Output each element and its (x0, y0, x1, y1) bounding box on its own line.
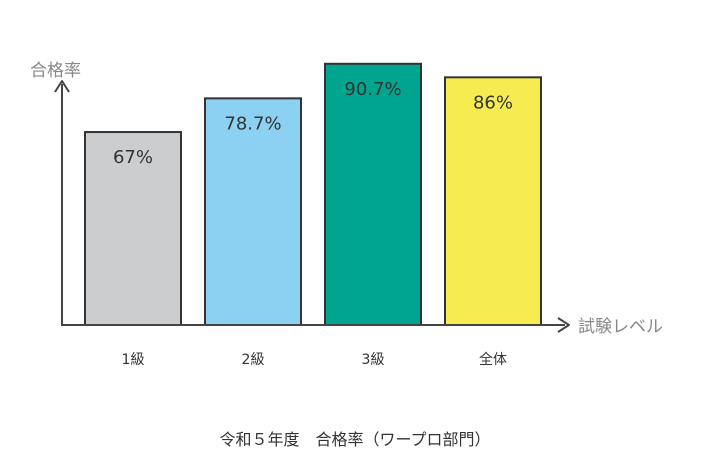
bars-group (84, 62, 542, 327)
bar-1 (84, 131, 182, 326)
data-label-1: 67% (113, 147, 153, 168)
bar-3 (324, 62, 422, 327)
y-axis-label: 合格率 (30, 61, 81, 81)
chart-caption: 令和５年度 合格率（ワープロ部門） (219, 430, 491, 449)
x-axis-arrowhead (557, 317, 570, 333)
x-tick-label-4: 全体 (479, 351, 507, 368)
x-axis-label: 試験レベル (578, 317, 663, 337)
data-label-4: 86% (473, 92, 513, 113)
x-tick-label-3: 3級 (362, 352, 385, 368)
x-tick-label-2: 2級 (242, 352, 265, 368)
bar-2 (204, 97, 302, 327)
y-axis-arrowhead (54, 80, 70, 93)
data-label-3: 90.7% (344, 79, 401, 100)
x-tick-labels: 1級 2級 3級 全体 (122, 351, 507, 368)
data-label-2: 78.7% (224, 113, 281, 134)
bar-4 (444, 76, 542, 326)
data-labels: 67% 78.7% 90.7% 86% (113, 79, 513, 168)
x-tick-label-1: 1級 (122, 352, 145, 368)
